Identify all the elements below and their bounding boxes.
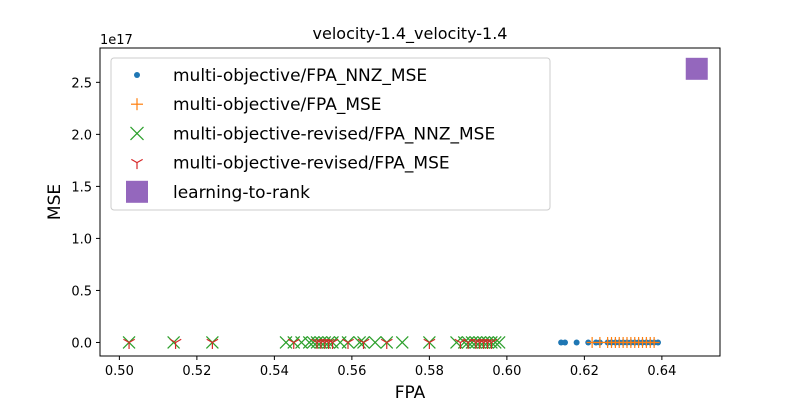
x-tick-label: 0.58 [415, 364, 444, 379]
data-point [342, 338, 354, 349]
data-point [573, 339, 580, 346]
data-point [123, 338, 136, 349]
y-axis-ticks: 0.0 0.5 1.0 1.5 2.0 2.5 [71, 76, 100, 351]
legend-box [110, 57, 551, 211]
x-tick-label: 0.60 [492, 364, 521, 379]
data-point [206, 338, 219, 349]
y-tick-label: 0.5 [71, 284, 92, 299]
y-tick-label: 0.0 [71, 336, 92, 351]
legend: multi-objective/FPA_NNZ_MSE multi-objecti… [110, 57, 551, 211]
data-point [473, 338, 486, 349]
data-point [469, 338, 482, 349]
legend-marker [126, 180, 148, 203]
data-point [485, 338, 498, 349]
y-tick-label: 1.5 [71, 180, 92, 195]
chart-title: velocity-1.4_velocity-1.4 [313, 24, 508, 44]
data-point [454, 338, 467, 349]
data-point [357, 338, 370, 349]
legend-marker [134, 72, 140, 78]
x-tick-label: 0.56 [337, 364, 366, 379]
data-point [477, 338, 490, 349]
x-tick-label: 0.62 [570, 364, 599, 379]
data-point [287, 338, 300, 349]
data-point [562, 339, 568, 346]
legend-marker [130, 126, 144, 141]
data-point [492, 336, 506, 349]
y-axis-label: MSE [45, 184, 65, 220]
data-point [380, 338, 393, 349]
data-point [322, 338, 335, 349]
x-tick-label: 0.50 [105, 364, 134, 379]
data-point [462, 338, 475, 349]
legend-marker [131, 98, 143, 111]
x-axis-ticks: 0.50 0.52 0.54 0.56 0.58 0.60 0.62 0.64 [105, 356, 676, 379]
y-tick-label: 2.5 [71, 76, 92, 91]
data-point [326, 338, 339, 349]
legend-label: multi-objective/FPA_NNZ_MSE [173, 66, 427, 86]
data-point [318, 338, 331, 349]
x-axis-label: FPA [395, 383, 426, 400]
y-tick-label: 2.0 [71, 128, 92, 143]
x-tick-label: 0.64 [647, 364, 676, 379]
data-point [685, 57, 708, 80]
data-point [648, 336, 660, 348]
data-point [395, 336, 409, 349]
legend-label: multi-objective-revised/FPA_MSE [173, 154, 450, 174]
data-point [311, 338, 323, 349]
legend-label: multi-objective-revised/FPA_NNZ_MSE [173, 124, 495, 144]
x-tick-label: 0.52 [182, 364, 211, 379]
axes-frame [99, 47, 721, 357]
y-axis-multiplier: 1e17 [100, 33, 133, 48]
data-point [368, 336, 382, 349]
legend-label: learning-to-rank [173, 183, 310, 203]
x-tick-label: 0.54 [260, 364, 289, 379]
data-point [314, 338, 327, 349]
data-point [423, 338, 436, 349]
data-point [169, 338, 182, 349]
data-point [481, 338, 494, 349]
data-point [167, 336, 181, 349]
legend-marker [131, 158, 143, 170]
y-tick-label: 1.0 [71, 232, 92, 247]
legend-label: multi-objective/FPA_MSE [173, 95, 382, 115]
plot-area [122, 57, 708, 349]
